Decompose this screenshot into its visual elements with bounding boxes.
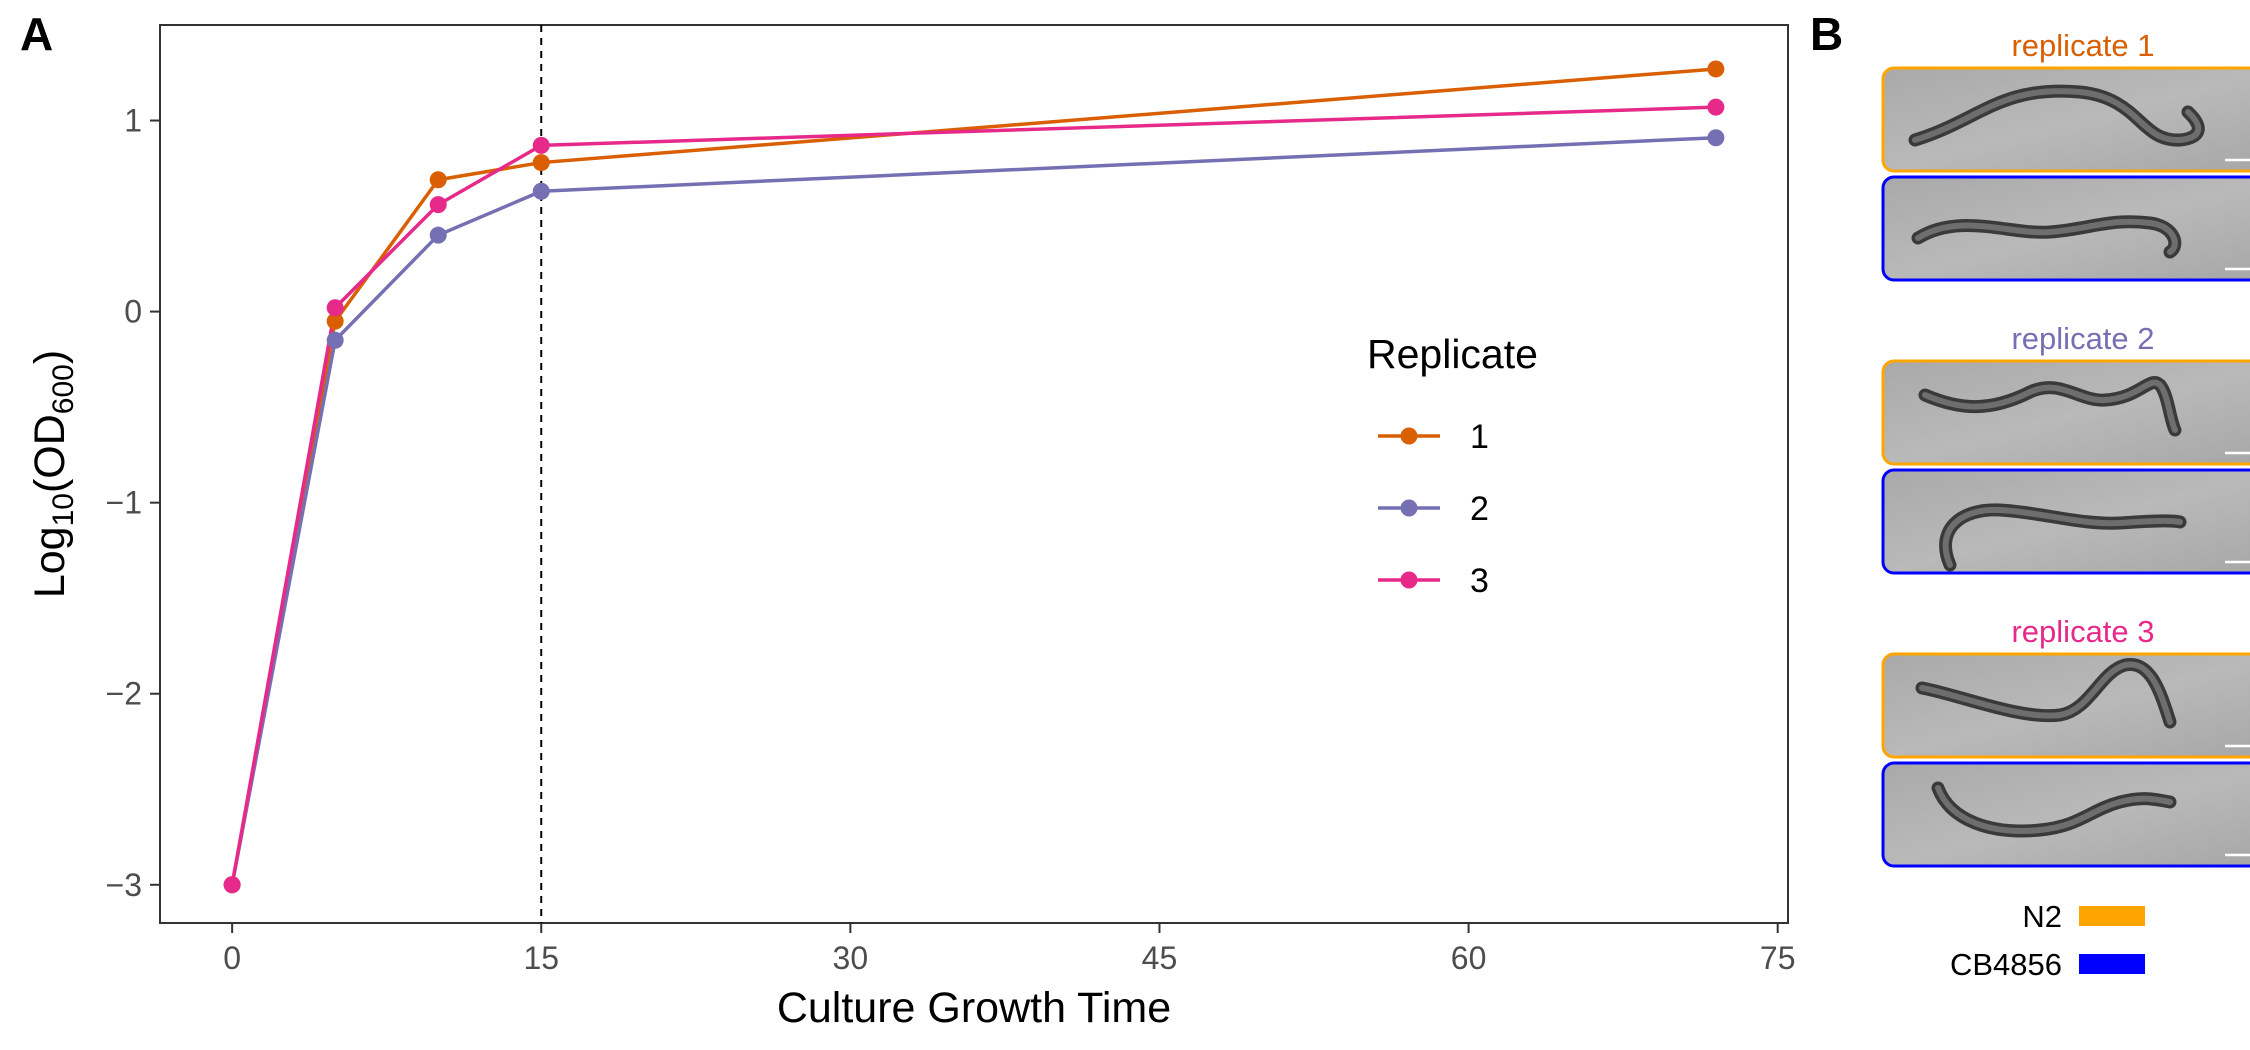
data-point-1 xyxy=(326,312,344,330)
data-point-2 xyxy=(326,331,344,349)
worm-image-frame xyxy=(1881,359,2250,466)
strain-swatch xyxy=(2079,954,2145,974)
replicate-title: replicate 1 xyxy=(2011,28,2154,63)
worm-body-highlight xyxy=(1942,506,2183,568)
legend-swatch-point xyxy=(1400,427,1418,445)
series-line-3 xyxy=(230,105,1716,886)
series-line-1 xyxy=(230,67,1717,886)
y-tick-label: 0 xyxy=(124,294,142,330)
legend: 1 2 3 xyxy=(1378,418,1489,600)
worm-body-highlight xyxy=(1922,379,2178,433)
data-point-3 xyxy=(429,196,447,214)
y-axis-title: Log10(OD600) xyxy=(26,350,80,598)
legend-label: 3 xyxy=(1470,562,1489,600)
series-line-2 xyxy=(230,135,1716,886)
worm-image-frame xyxy=(1881,652,2250,759)
legend-label: 2 xyxy=(1470,490,1489,528)
x-axis-title: Culture Growth Time xyxy=(777,984,1171,1032)
y-title-paren-open: ( xyxy=(26,478,74,493)
data-point-1 xyxy=(429,171,447,189)
y-tick-label: 1 xyxy=(124,103,142,139)
worm-image-frame xyxy=(1881,761,2250,868)
y-title-sub10: 10 xyxy=(47,493,80,526)
x-tick-label: 30 xyxy=(833,940,869,976)
y-title-log: Log xyxy=(26,526,74,598)
x-tick-label: 75 xyxy=(1760,940,1796,976)
panel-b: replicate 1 replicate 2 replicate 3 xyxy=(1881,28,2250,868)
worm-body-highlight xyxy=(1912,88,2202,144)
y-title-paren-close: ) xyxy=(26,350,74,364)
panel-b-label: B xyxy=(1810,8,1843,60)
legend-swatch-point xyxy=(1400,499,1418,517)
data-point-2 xyxy=(1707,129,1725,147)
y-axis-ticks: 1 0 −1 −2 −3 xyxy=(106,103,160,903)
panel-a-label: A xyxy=(20,8,53,60)
replicate-title: replicate 3 xyxy=(2011,614,2154,649)
worm-body-highlight xyxy=(1919,661,2173,725)
data-point-3 xyxy=(532,136,550,154)
plot-frame xyxy=(159,24,1789,924)
x-tick-label: 0 xyxy=(223,940,241,976)
data-point-3 xyxy=(326,299,344,317)
worm-image-frame xyxy=(1881,66,2250,173)
y-tick-label: −2 xyxy=(106,676,142,712)
strain-label: N2 xyxy=(2022,899,2062,934)
data-point-2 xyxy=(532,182,550,200)
x-axis-ticks: 0 15 30 45 60 75 xyxy=(223,923,1795,976)
replicate-title: replicate 2 xyxy=(2011,321,2154,356)
data-point-2 xyxy=(429,226,447,244)
x-tick-label: 60 xyxy=(1451,940,1487,976)
y-tick-label: −1 xyxy=(106,485,142,521)
legend-swatch-point xyxy=(1400,571,1418,589)
strain-legend: N2 CB4856 xyxy=(1950,899,2145,982)
legend-label: 1 xyxy=(1470,418,1489,456)
data-point-1 xyxy=(532,154,550,172)
series-layer xyxy=(223,60,1725,894)
data-point-3 xyxy=(1707,98,1725,116)
y-title-od: OD xyxy=(26,414,74,479)
y-title-sub600: 600 xyxy=(47,364,80,414)
strain-swatch xyxy=(2079,906,2145,926)
x-tick-label: 15 xyxy=(523,940,559,976)
worm-body-highlight xyxy=(1915,218,2178,255)
data-point-1 xyxy=(1707,60,1725,78)
x-tick-label: 45 xyxy=(1142,940,1178,976)
strain-label: CB4856 xyxy=(1950,947,2062,982)
y-tick-label: −3 xyxy=(106,867,142,903)
worm-body-highlight xyxy=(1935,785,2173,834)
data-point-3 xyxy=(223,876,241,894)
legend-title: Replicate xyxy=(1367,331,1538,377)
